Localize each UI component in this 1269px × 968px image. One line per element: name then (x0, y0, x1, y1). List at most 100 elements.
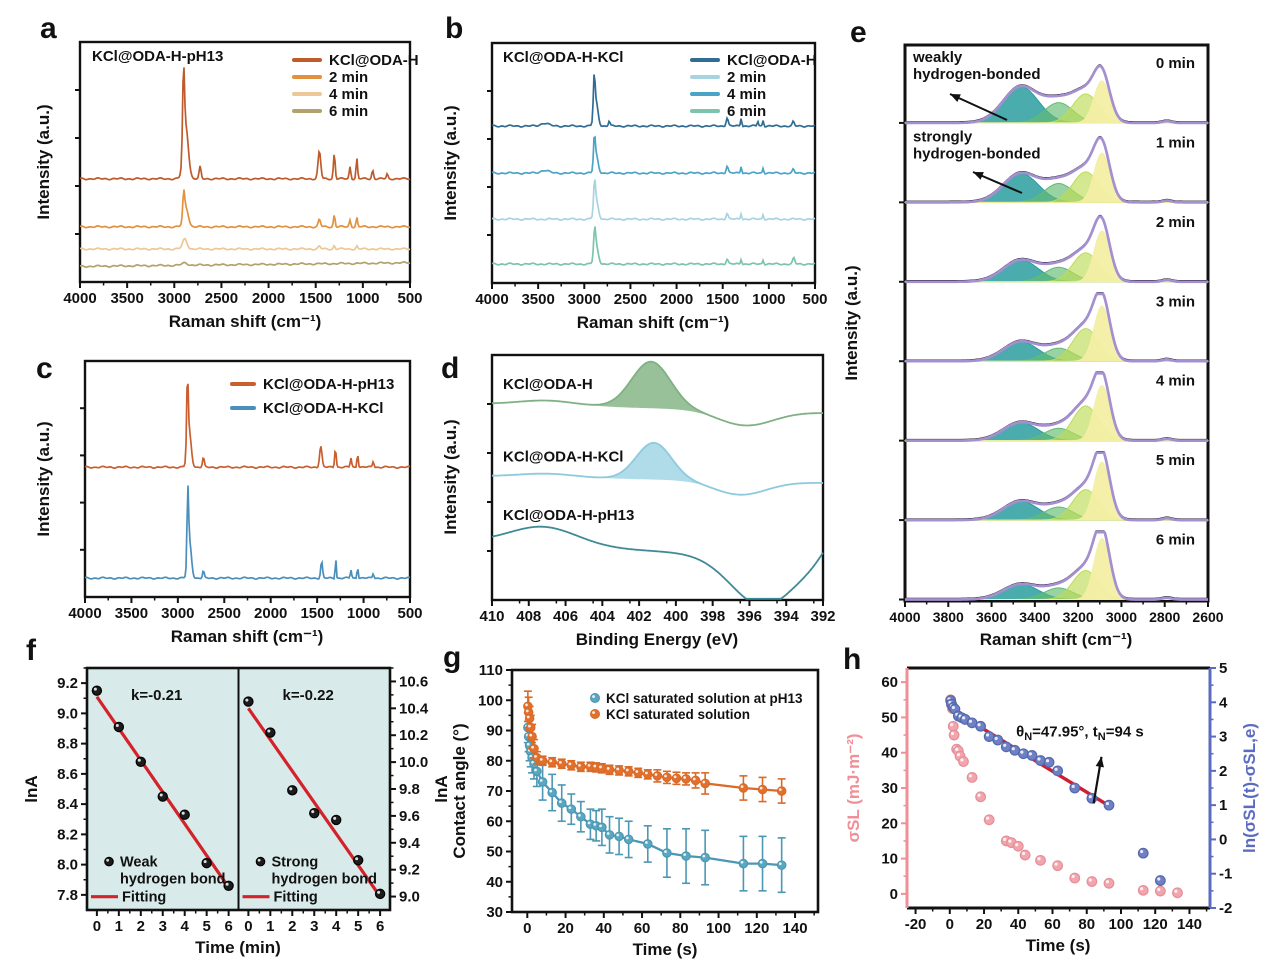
svg-text:2000: 2000 (254, 605, 287, 622)
svg-text:80: 80 (486, 753, 503, 770)
svg-text:2: 2 (288, 918, 296, 935)
data-point (532, 766, 542, 777)
legend-item: KCl@ODA-H (292, 52, 419, 69)
svg-text:80: 80 (1078, 916, 1095, 933)
svg-text:60: 60 (634, 920, 651, 937)
data-point (681, 851, 691, 861)
svg-text:4: 4 (181, 918, 190, 935)
data-point (566, 804, 577, 814)
svg-text:70: 70 (486, 783, 503, 800)
data-point (975, 720, 987, 732)
data-point (91, 685, 103, 696)
svg-text:140: 140 (1177, 916, 1202, 933)
svg-text:400: 400 (663, 608, 688, 625)
data-point (529, 743, 539, 754)
data-point (590, 708, 601, 719)
svg-text:398: 398 (700, 608, 725, 625)
panel-d-xlabel: Binding Energy (eV) (575, 630, 739, 649)
data-point (309, 807, 320, 819)
svg-text:408: 408 (516, 608, 541, 625)
svg-text:60: 60 (881, 674, 898, 691)
svg-text:40: 40 (881, 745, 898, 762)
svg-text:1 min: 1 min (1156, 134, 1195, 151)
panel-d-letter: d (441, 352, 460, 385)
svg-text:3500: 3500 (110, 290, 143, 307)
svg-text:9.6: 9.6 (399, 808, 420, 825)
data-point (1043, 756, 1055, 768)
series-KCl@ODA-H-KCl (84, 485, 411, 580)
svg-text:40: 40 (1010, 916, 1027, 933)
data-point (537, 755, 548, 766)
data-point (1019, 849, 1031, 861)
svg-text:1500: 1500 (299, 290, 332, 307)
svg-text:2000: 2000 (660, 291, 693, 308)
panel-b-title: KCl@ODA-H-KCl (503, 49, 624, 66)
data-point (966, 772, 978, 783)
legend-line-swatch (292, 109, 322, 113)
fit-envelope (905, 530, 1208, 601)
svg-text:140: 140 (783, 920, 808, 937)
legend-label: 2 min (727, 68, 767, 86)
data-point (1035, 755, 1046, 766)
data-point (604, 830, 615, 840)
svg-text:3000: 3000 (568, 291, 601, 308)
svg-text:KCl@ODA-H-KCl: KCl@ODA-H-KCl (503, 448, 623, 465)
legend-label: 6 min (727, 102, 767, 120)
panel-e-xlabel: Raman shift (cm⁻¹) (979, 630, 1133, 649)
plot-frame (83, 359, 412, 599)
fit-envelope (905, 136, 1208, 204)
series-6 min (79, 261, 411, 268)
panel-e-letter: e (850, 16, 867, 49)
data-point (604, 765, 615, 775)
data-point (642, 839, 653, 849)
svg-text:hydrogen-bonded: hydrogen-bonded (913, 66, 1041, 83)
series-KCl@ODA-H-pH13 (84, 383, 411, 469)
data-point (975, 791, 987, 803)
data-point (287, 785, 298, 796)
data-point (652, 771, 663, 781)
data-point (776, 786, 787, 796)
svg-text:20: 20 (881, 815, 898, 832)
svg-text:Fitting: Fitting (274, 890, 318, 906)
svg-text:120: 120 (1143, 916, 1168, 933)
svg-text:3: 3 (1219, 729, 1227, 746)
svg-text:-2: -2 (1219, 900, 1232, 917)
svg-text:50: 50 (486, 844, 503, 861)
series-KCl@ODA-H (79, 67, 411, 181)
panel-a-title: KCl@ODA-H-pH13 (92, 48, 224, 65)
data-point (590, 692, 601, 703)
svg-text:5: 5 (354, 918, 362, 935)
data-point (776, 860, 787, 870)
arrowhead (950, 94, 961, 102)
panel-c-xlabel: Raman shift (cm⁻¹) (170, 627, 324, 646)
data-point (576, 762, 586, 772)
data-point (331, 814, 342, 826)
svg-text:Fitting: Fitting (122, 890, 166, 906)
data-point (1154, 875, 1166, 886)
svg-text:3000: 3000 (158, 290, 191, 307)
svg-text:100: 100 (1108, 916, 1133, 933)
data-point (1137, 847, 1149, 859)
panel-c: c Intensity (a.u.) Raman shift (cm⁻¹) KC… (30, 340, 430, 665)
svg-text:0: 0 (93, 918, 101, 935)
svg-text:3500: 3500 (115, 605, 148, 622)
panel-a: a KCl@ODA-H-pH13 Intensity (a.u.) Raman … (30, 10, 430, 335)
svg-text:-20: -20 (905, 916, 927, 933)
chart-g: 0 20 40 60 80 100 120 140 30 40 50 60 70 80 90 100 110 KC… (478, 662, 820, 937)
svg-text:4000: 4000 (889, 609, 920, 625)
chart-d: 410 408 406 404 402 400 398 396 394 392 KCl@ODA-H K… (479, 353, 835, 625)
legend-line-swatch (292, 75, 322, 79)
svg-text:4000: 4000 (475, 291, 508, 308)
svg-text:2: 2 (137, 918, 145, 935)
data-point (265, 727, 276, 738)
fit-envelope (905, 64, 1208, 125)
series-6 min (491, 226, 816, 266)
svg-text:2000: 2000 (252, 290, 285, 307)
svg-text:hydrogen bond: hydrogen bond (272, 872, 378, 888)
svg-text:392: 392 (810, 608, 835, 625)
series-2 min (79, 189, 411, 229)
svg-text:8.0: 8.0 (57, 857, 78, 874)
svg-text:1: 1 (115, 918, 123, 935)
panel-h: h σSL (mJ·m⁻²) ln(σSL(t)-σSL,e) Time (s)… (840, 635, 1269, 968)
